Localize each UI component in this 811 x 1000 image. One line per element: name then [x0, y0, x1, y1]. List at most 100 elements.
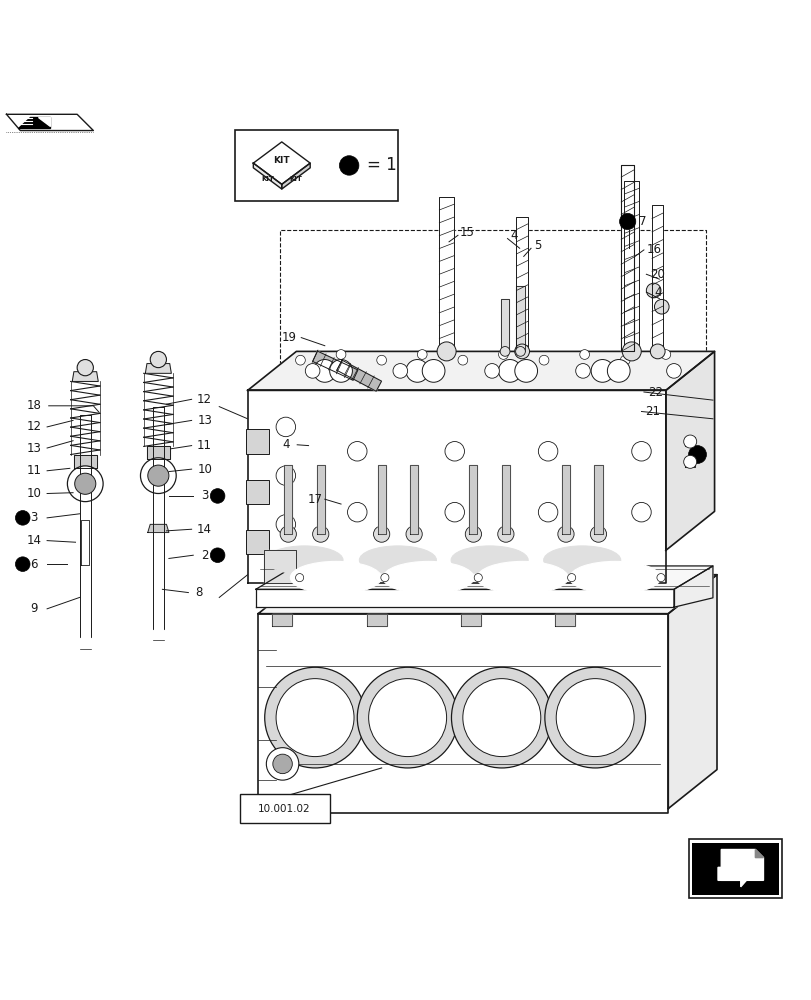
Circle shape — [295, 355, 305, 365]
Polygon shape — [148, 524, 169, 532]
Circle shape — [668, 589, 678, 599]
Polygon shape — [684, 437, 694, 446]
Polygon shape — [624, 181, 638, 351]
Text: 12: 12 — [27, 420, 41, 433]
Text: 4: 4 — [509, 229, 517, 242]
Text: 6: 6 — [30, 558, 38, 571]
Polygon shape — [255, 566, 712, 589]
Circle shape — [276, 679, 354, 757]
Text: = 1: = 1 — [367, 156, 397, 174]
Polygon shape — [377, 465, 385, 534]
Polygon shape — [439, 197, 453, 351]
Circle shape — [631, 502, 650, 522]
Circle shape — [498, 360, 521, 382]
Polygon shape — [258, 575, 716, 614]
Text: 14: 14 — [197, 523, 212, 536]
FancyBboxPatch shape — [246, 480, 268, 504]
Polygon shape — [253, 142, 310, 184]
Circle shape — [313, 360, 336, 382]
Polygon shape — [79, 638, 91, 649]
Ellipse shape — [66, 644, 105, 653]
Circle shape — [660, 350, 670, 359]
Text: 8: 8 — [195, 586, 203, 599]
Ellipse shape — [290, 561, 381, 594]
Circle shape — [444, 442, 464, 461]
Text: 11: 11 — [27, 464, 41, 477]
Polygon shape — [147, 446, 169, 459]
Text: 10: 10 — [197, 463, 212, 476]
Text: 3: 3 — [200, 489, 208, 502]
Circle shape — [656, 574, 664, 582]
Polygon shape — [272, 614, 291, 626]
Ellipse shape — [569, 561, 660, 594]
Circle shape — [276, 515, 295, 534]
Text: KIT: KIT — [273, 156, 290, 165]
Text: 19: 19 — [281, 331, 296, 344]
Circle shape — [497, 526, 513, 542]
FancyBboxPatch shape — [235, 130, 397, 201]
Polygon shape — [461, 614, 480, 626]
Polygon shape — [6, 114, 93, 131]
Polygon shape — [516, 217, 527, 351]
Polygon shape — [516, 286, 524, 351]
Circle shape — [575, 364, 590, 378]
Text: 3: 3 — [30, 511, 38, 524]
Circle shape — [620, 589, 629, 599]
Circle shape — [295, 589, 305, 599]
Circle shape — [607, 360, 629, 382]
Polygon shape — [264, 550, 296, 583]
Circle shape — [683, 435, 696, 448]
Circle shape — [631, 442, 650, 461]
Polygon shape — [500, 299, 508, 351]
Circle shape — [357, 667, 457, 768]
Polygon shape — [667, 575, 716, 809]
Polygon shape — [651, 205, 663, 351]
Circle shape — [339, 156, 358, 175]
Ellipse shape — [265, 546, 342, 574]
Circle shape — [620, 355, 629, 365]
Polygon shape — [79, 415, 91, 638]
Circle shape — [276, 417, 295, 437]
Circle shape — [148, 465, 169, 486]
Circle shape — [590, 526, 606, 542]
Text: 13: 13 — [197, 414, 212, 427]
Circle shape — [280, 526, 296, 542]
Text: 16: 16 — [646, 243, 661, 256]
Circle shape — [619, 213, 635, 230]
Circle shape — [264, 667, 365, 768]
Polygon shape — [72, 372, 98, 381]
Text: 4: 4 — [281, 438, 290, 451]
Polygon shape — [501, 465, 509, 534]
Polygon shape — [81, 520, 89, 565]
Circle shape — [266, 748, 298, 780]
Ellipse shape — [383, 561, 474, 594]
Circle shape — [462, 679, 540, 757]
Text: 14: 14 — [27, 534, 41, 547]
Circle shape — [567, 574, 575, 582]
Text: 12: 12 — [197, 393, 212, 406]
Circle shape — [538, 442, 557, 461]
FancyBboxPatch shape — [688, 839, 781, 898]
Circle shape — [579, 350, 589, 359]
Polygon shape — [247, 390, 665, 583]
Ellipse shape — [477, 561, 568, 594]
Circle shape — [474, 574, 482, 582]
Circle shape — [688, 446, 706, 463]
Circle shape — [140, 458, 176, 494]
Ellipse shape — [358, 546, 436, 574]
Circle shape — [75, 473, 96, 494]
Polygon shape — [665, 351, 714, 550]
Circle shape — [556, 679, 633, 757]
Circle shape — [373, 526, 389, 542]
Text: KIT: KIT — [261, 176, 273, 182]
Text: KIT: KIT — [290, 176, 302, 182]
Circle shape — [329, 360, 352, 382]
Ellipse shape — [543, 546, 620, 574]
Polygon shape — [74, 455, 97, 468]
Circle shape — [436, 342, 456, 361]
Polygon shape — [684, 457, 694, 467]
Polygon shape — [717, 861, 751, 887]
Circle shape — [15, 557, 30, 571]
Circle shape — [312, 526, 328, 542]
Circle shape — [484, 364, 499, 378]
